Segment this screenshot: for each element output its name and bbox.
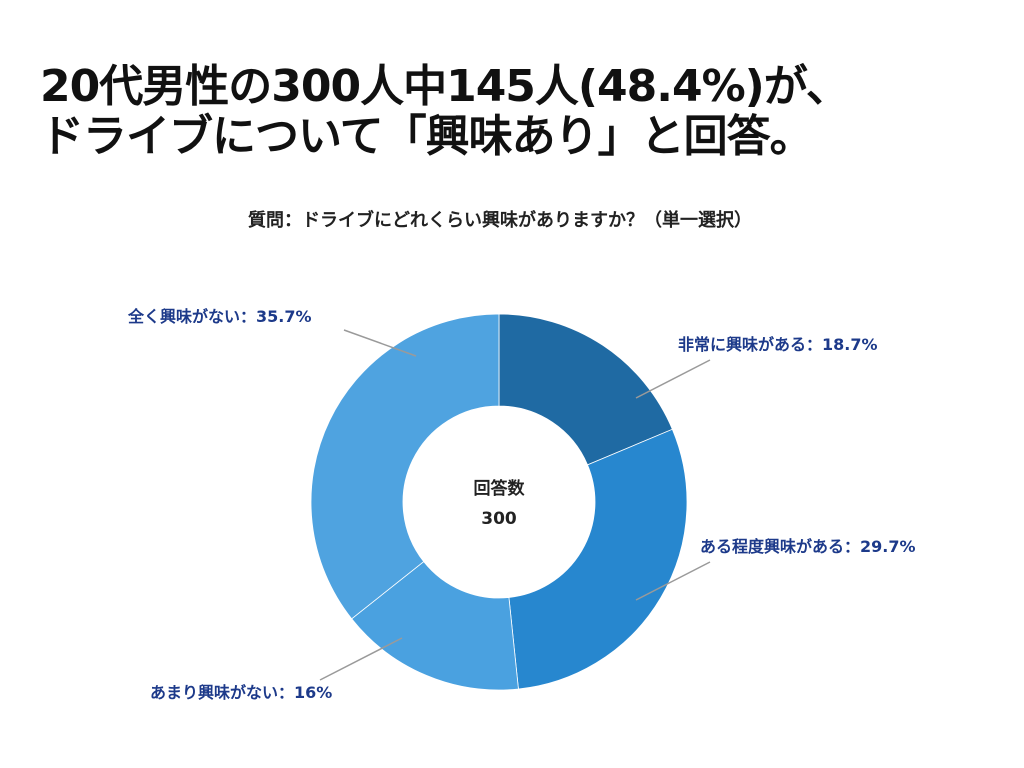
headline-line-2: ドライブについて「興味あり」と回答。	[40, 111, 814, 162]
slice-label-3: あまり興味がない：16%	[150, 683, 332, 702]
slice-label-4: 全く興味がない：35.7%	[127, 307, 312, 326]
slice-2	[508, 428, 688, 690]
leader-line-1	[635, 359, 711, 399]
slices-layer	[310, 313, 688, 691]
headline: 20代男性の300人中145人(48.4%)が、 ドライブについて「興味あり」と…	[40, 62, 990, 162]
survey-question: 質問：ドライブにどれくらい興味がありますか？（単一選択）	[248, 210, 752, 231]
leader-line-3	[319, 637, 403, 681]
slice-4	[310, 313, 500, 620]
leader-line-2	[635, 561, 711, 601]
leader-line-4	[343, 329, 417, 357]
leaders-layer	[319, 329, 711, 681]
center-label: 回答数	[474, 478, 526, 499]
slice-3	[351, 561, 519, 691]
labels-layer: 非常に興味がある：18.7% ある程度興味がある：29.7% あまり興味がない：16…	[127, 307, 916, 702]
center-value: 300	[481, 509, 517, 529]
slice-1	[498, 313, 673, 466]
headline-line-1: 20代男性の300人中145人(48.4%)が、	[40, 61, 850, 112]
slice-label-1: 非常に興味がある：18.7%	[678, 335, 878, 354]
slice-label-2: ある程度興味がある：29.7%	[700, 537, 916, 556]
